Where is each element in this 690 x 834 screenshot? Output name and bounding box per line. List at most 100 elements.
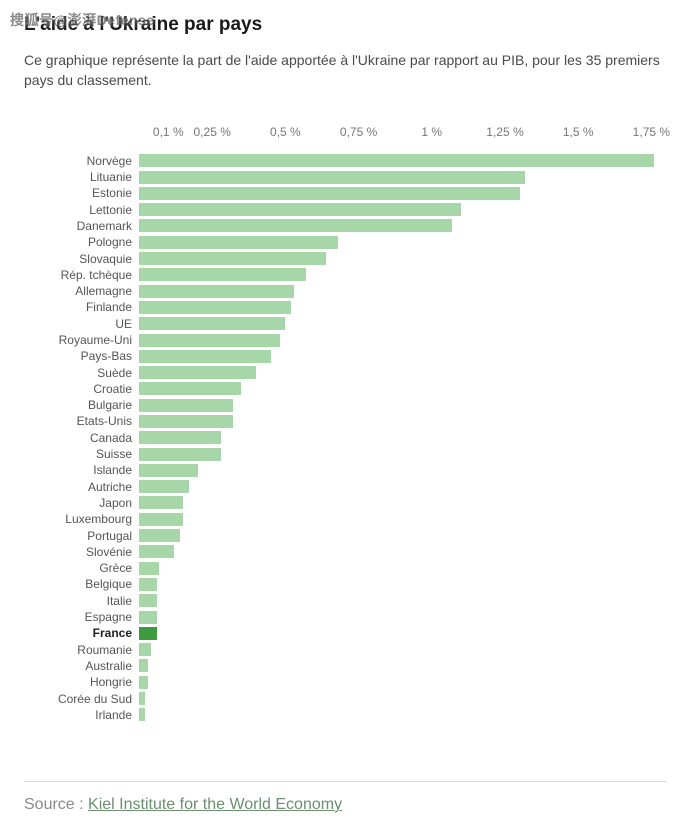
bar <box>139 317 285 330</box>
x-axis: 0,1 %0,25 %0,5 %0,75 %1 %1,25 %1,5 %1,75… <box>139 125 666 147</box>
bar <box>139 431 221 444</box>
row-label: Italie <box>107 594 139 608</box>
x-tick: 0,25 % <box>194 125 231 139</box>
bar <box>139 154 654 167</box>
bar <box>139 350 271 363</box>
bar <box>139 366 256 379</box>
bar <box>139 708 145 721</box>
bar-chart: 0,1 %0,25 %0,5 %0,75 %1 %1,25 %1,5 %1,75… <box>24 125 666 763</box>
x-tick: 0,1 % <box>153 125 184 139</box>
row-label: Bulgarie <box>88 398 139 412</box>
table-row: Roumanie <box>139 642 666 658</box>
row-label: Canada <box>90 431 139 445</box>
table-row: Rép. tchèque <box>139 267 666 283</box>
row-label: Etats-Unis <box>77 414 139 428</box>
table-row: Lituanie <box>139 169 666 185</box>
bar <box>139 611 157 624</box>
chart-description: Ce graphique représente la part de l'aid… <box>24 50 666 91</box>
source-line: Source : Kiel Institute for the World Ec… <box>24 796 666 814</box>
chart-rows: NorvègeLituanieEstonieLettonieDanemarkPo… <box>139 153 666 723</box>
bar <box>139 594 157 607</box>
row-label: Royaume-Uni <box>59 333 139 347</box>
table-row: Grèce <box>139 560 666 576</box>
row-label: Slovaquie <box>79 252 139 266</box>
bar <box>139 415 233 428</box>
table-row: Espagne <box>139 609 666 625</box>
row-label: Rép. tchèque <box>61 268 139 282</box>
table-row: Australie <box>139 658 666 674</box>
bar <box>139 285 294 298</box>
row-label: Pays-Bas <box>81 349 139 363</box>
table-row: Bulgarie <box>139 397 666 413</box>
table-row: Finlande <box>139 299 666 315</box>
row-label: Danemark <box>77 219 139 233</box>
row-label: Espagne <box>85 610 139 624</box>
table-row: Hongrie <box>139 674 666 690</box>
bar <box>139 301 291 314</box>
row-label: UE <box>115 317 139 331</box>
table-row: Canada <box>139 430 666 446</box>
table-row: Belgique <box>139 576 666 592</box>
row-label: Lituanie <box>90 170 139 184</box>
x-tick: 1 % <box>421 125 442 139</box>
row-label: Autriche <box>88 480 139 494</box>
table-row: Croatie <box>139 381 666 397</box>
row-label: France <box>93 626 139 640</box>
row-label: Islande <box>93 463 139 477</box>
table-row: Corée du Sud <box>139 690 666 706</box>
bar <box>139 496 183 509</box>
row-label: Slovénie <box>86 545 139 559</box>
bar <box>139 268 306 281</box>
row-label: Roumanie <box>77 643 139 657</box>
row-label: Corée du Sud <box>58 692 139 706</box>
table-row: Suisse <box>139 446 666 462</box>
row-label: Estonie <box>92 186 139 200</box>
table-row: Portugal <box>139 527 666 543</box>
row-label: Japon <box>99 496 139 510</box>
row-label: Finlande <box>86 300 139 314</box>
page-title: L'aide à l'Ukraine par pays <box>24 14 666 36</box>
row-label: Lettonie <box>89 203 139 217</box>
bar <box>139 692 145 705</box>
table-row: Suède <box>139 364 666 380</box>
x-tick: 0,5 % <box>270 125 301 139</box>
source-prefix: Source : <box>24 796 88 813</box>
row-label: Croatie <box>93 382 139 396</box>
row-label: Belgique <box>85 577 139 591</box>
row-label: Norvège <box>87 154 139 168</box>
bar <box>139 643 151 656</box>
table-row: Allemagne <box>139 283 666 299</box>
bar <box>139 236 338 249</box>
table-row: Slovénie <box>139 544 666 560</box>
bar <box>139 219 452 232</box>
row-label: Suède <box>97 366 139 380</box>
x-tick: 0,75 % <box>340 125 377 139</box>
table-row: Irlande <box>139 707 666 723</box>
row-label: Australie <box>85 659 139 673</box>
table-row: Autriche <box>139 479 666 495</box>
bar <box>139 252 326 265</box>
table-row: Pologne <box>139 234 666 250</box>
bar <box>139 659 148 672</box>
row-label: Hongrie <box>90 675 139 689</box>
row-label: Allemagne <box>75 284 139 298</box>
bar <box>139 464 198 477</box>
table-row: Royaume-Uni <box>139 332 666 348</box>
row-label: Pologne <box>88 235 139 249</box>
x-tick: 1,5 % <box>563 125 594 139</box>
bar <box>139 578 157 591</box>
table-row: UE <box>139 316 666 332</box>
bar <box>139 676 148 689</box>
row-label: Irlande <box>95 708 139 722</box>
divider <box>24 781 666 782</box>
row-label: Grèce <box>99 561 139 575</box>
bar <box>139 203 461 216</box>
table-row: Estonie <box>139 185 666 201</box>
bar <box>139 171 525 184</box>
bar <box>139 334 280 347</box>
bar <box>139 545 174 558</box>
table-row: France <box>139 625 666 641</box>
bar <box>139 529 180 542</box>
source-link[interactable]: Kiel Institute for the World Economy <box>88 796 342 813</box>
table-row: Japon <box>139 495 666 511</box>
